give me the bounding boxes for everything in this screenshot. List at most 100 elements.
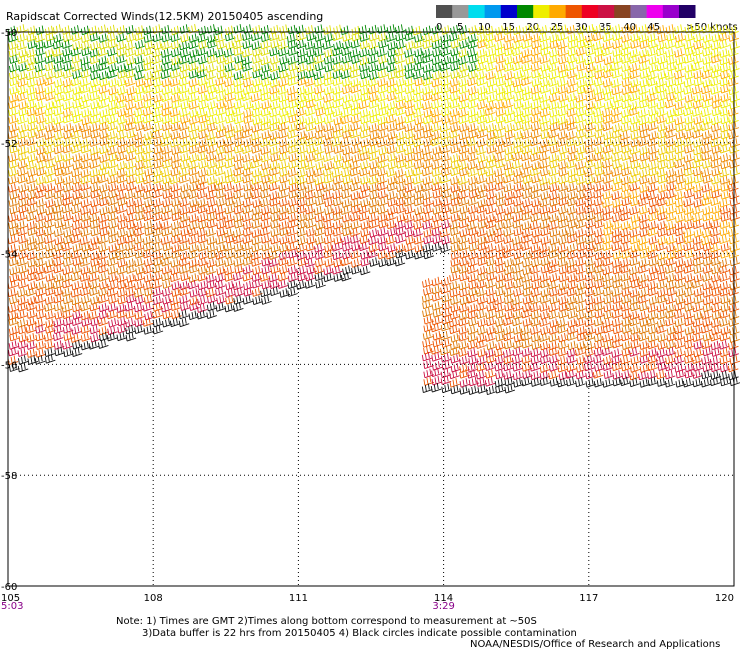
wind-barb [540, 325, 551, 336]
wind-barb [8, 219, 19, 230]
wind-barb [7, 355, 19, 365]
wind-barb [79, 286, 91, 297]
time-label: 3:29 [432, 601, 454, 612]
wind-barb [538, 175, 550, 186]
wind-barb [657, 220, 668, 231]
wind-barb [52, 99, 64, 109]
legend-swatch [468, 5, 485, 18]
wind-barb [612, 294, 623, 304]
wind-barb [377, 235, 388, 245]
wind-barb [656, 153, 668, 163]
wind-barb [161, 145, 172, 155]
wind-barb [360, 69, 371, 80]
wind-barb [710, 235, 721, 245]
wind-barb [683, 106, 694, 117]
wind-barb [467, 212, 478, 223]
wind-barb [593, 189, 604, 199]
wind-barb [638, 54, 649, 64]
wind-barb [395, 174, 406, 185]
wind-barb [161, 114, 173, 125]
wind-barb [702, 302, 714, 313]
wind-barb [98, 272, 109, 282]
wind-barb [521, 220, 533, 231]
wind-barb [72, 160, 83, 171]
wind-barb [241, 91, 253, 102]
wind-barb [575, 228, 586, 238]
wind-barb [252, 62, 263, 72]
wind-barb [611, 273, 623, 283]
wind-barb [80, 181, 91, 191]
wind-barb [403, 242, 415, 252]
wind-barb [575, 286, 586, 297]
wind-barb [144, 286, 155, 297]
wind-barb [333, 235, 345, 245]
wind-barb [450, 212, 462, 223]
wind-barb [180, 100, 192, 110]
wind-barb [80, 310, 92, 321]
wind-barb [8, 167, 19, 177]
wind-barb [72, 256, 84, 267]
wind-barb [637, 264, 649, 274]
wind-barb [656, 279, 668, 290]
wind-barb [404, 227, 415, 238]
wind-barb [215, 189, 227, 199]
wind-barb [233, 99, 245, 110]
wind-barb [170, 61, 182, 72]
wind-barb [674, 279, 686, 289]
wind-barb [585, 369, 596, 380]
wind-barb [43, 39, 55, 49]
wind-barb [710, 76, 721, 87]
legend-swatch [500, 5, 518, 18]
wind-barb [44, 218, 55, 229]
wind-barb [557, 182, 569, 192]
wind-barb [8, 316, 20, 326]
wind-barb [116, 235, 128, 246]
wind-barb [53, 340, 65, 350]
wind-barb [576, 62, 588, 72]
wind-barb [719, 76, 731, 87]
wind-barb [585, 295, 596, 306]
wind-barb [531, 280, 543, 290]
wind-barb [432, 197, 444, 207]
wind-barb [53, 211, 65, 221]
wind-barb [494, 181, 506, 192]
wind-barb [206, 219, 218, 229]
wind-barb [180, 271, 191, 282]
wind-barb [495, 100, 506, 110]
wind-barb [71, 325, 82, 335]
wind-barb [576, 25, 588, 35]
wind-barb [665, 114, 676, 125]
wind-barb [386, 144, 398, 155]
wind-barb [476, 301, 487, 312]
wind-barb [674, 144, 686, 155]
wind-barb [557, 212, 568, 223]
wind-barb [576, 331, 588, 342]
wind-barb [395, 115, 406, 126]
wind-barb [179, 219, 190, 229]
wind-barb [278, 197, 290, 207]
wind-barb [88, 272, 100, 282]
wind-barb [322, 212, 334, 223]
wind-barb [160, 220, 172, 230]
wind-barb [277, 85, 289, 95]
wind-barb [252, 153, 263, 163]
wind-barb [125, 212, 136, 223]
wind-barb [647, 137, 658, 147]
wind-barb [81, 294, 92, 304]
wind-barb [286, 33, 298, 43]
wind-barb [143, 294, 155, 304]
wind-barb [296, 265, 307, 276]
wind-barb [719, 226, 731, 237]
wind-barb [692, 182, 704, 193]
wind-barb [81, 115, 93, 126]
wind-barb [692, 212, 703, 223]
wind-barb [197, 257, 209, 267]
wind-barb [522, 257, 533, 268]
wind-barb [232, 302, 244, 312]
legend-swatch [598, 5, 615, 18]
wind-barb [530, 347, 541, 358]
wind-barb [386, 181, 398, 192]
wind-barb [178, 167, 190, 178]
wind-barb [440, 84, 452, 94]
wind-barb [8, 183, 19, 193]
